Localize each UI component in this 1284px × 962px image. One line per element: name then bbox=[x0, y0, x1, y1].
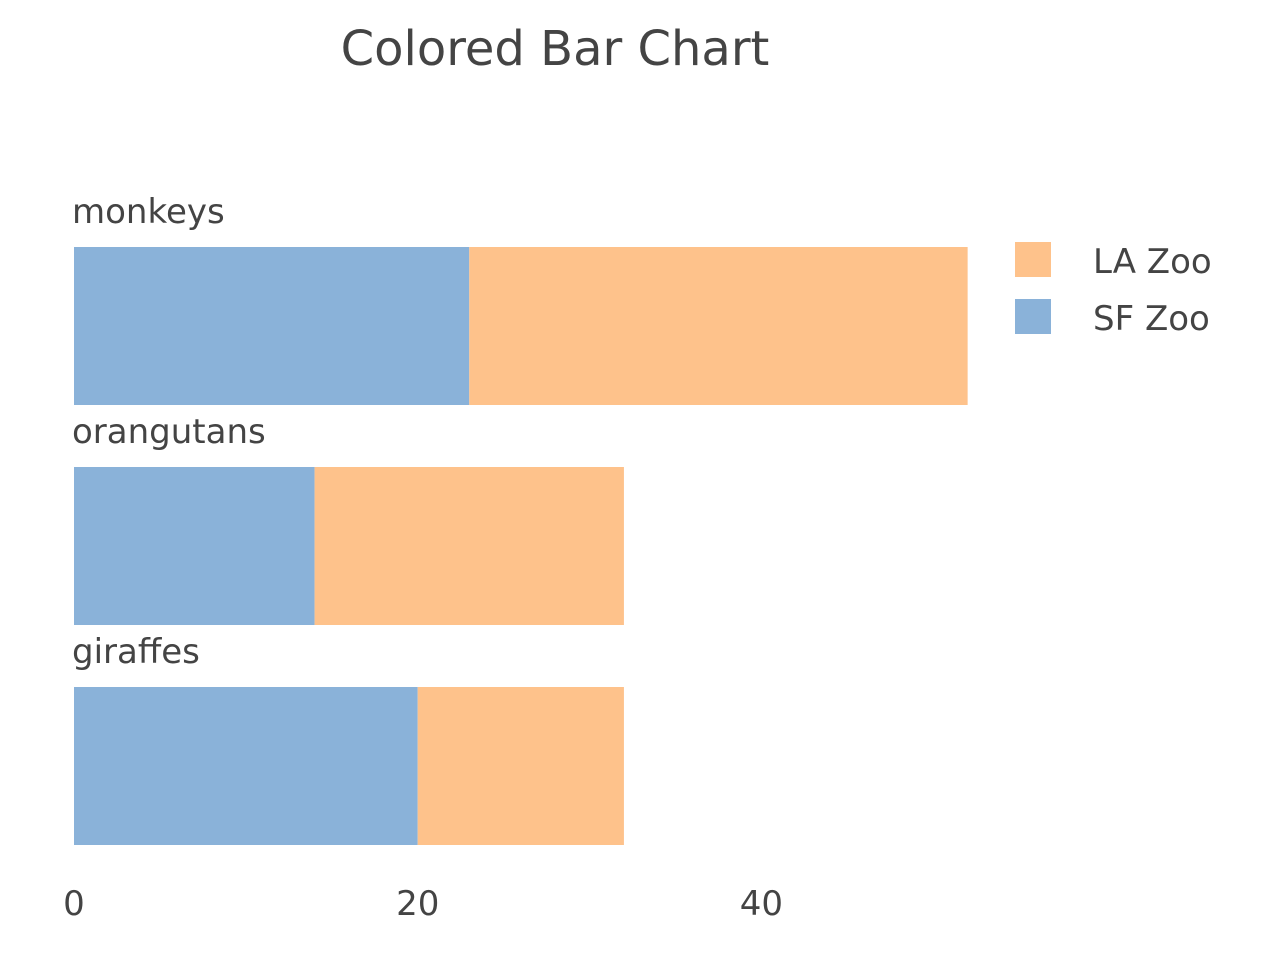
bar-orangutans-la-zoo[interactable] bbox=[314, 467, 624, 625]
legend-label: LA Zoo bbox=[1093, 242, 1212, 282]
bar-orangutans-sf-zoo[interactable] bbox=[74, 467, 315, 625]
legend-item-sf-zoo[interactable]: SF Zoo bbox=[1015, 299, 1210, 339]
category-label-orangutans: orangutans bbox=[72, 412, 266, 452]
legend-item-la-zoo[interactable]: LA Zoo bbox=[1015, 242, 1212, 282]
x-axis-ticks: 0 20 40 bbox=[63, 884, 783, 924]
legend-label: SF Zoo bbox=[1093, 299, 1210, 339]
x-tick-label: 40 bbox=[740, 884, 783, 924]
category-label-giraffes: giraffes bbox=[72, 632, 200, 672]
legend-swatch bbox=[1015, 299, 1051, 334]
bar-monkeys-sf-zoo[interactable] bbox=[74, 247, 470, 405]
bar-giraffes-sf-zoo[interactable] bbox=[74, 687, 418, 845]
bar-monkeys-la-zoo[interactable] bbox=[469, 247, 968, 405]
legend-swatch bbox=[1015, 242, 1051, 277]
legend[interactable]: LA Zoo SF Zoo bbox=[1015, 242, 1212, 339]
category-label-monkeys: monkeys bbox=[72, 192, 225, 232]
x-tick-label: 0 bbox=[63, 884, 85, 924]
bar-giraffes-la-zoo[interactable] bbox=[417, 687, 624, 845]
x-tick-label: 20 bbox=[396, 884, 439, 924]
chart-title: Colored Bar Chart bbox=[341, 21, 770, 77]
bars-layer bbox=[74, 247, 968, 845]
category-labels: giraffes orangutans monkeys bbox=[72, 192, 266, 672]
